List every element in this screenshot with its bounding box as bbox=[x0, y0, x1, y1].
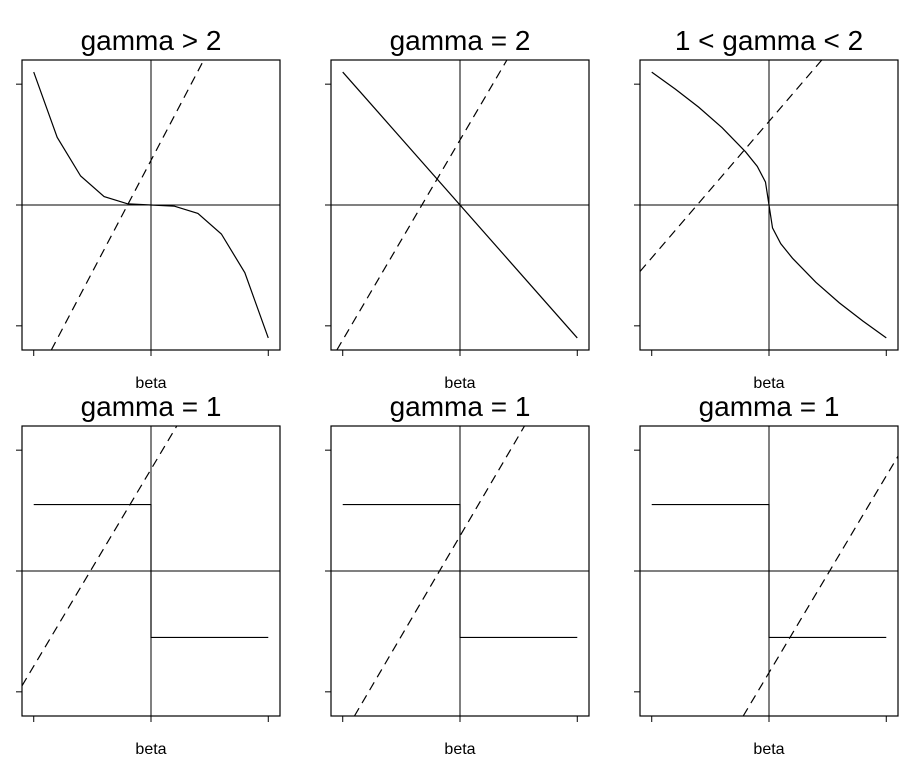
dashed-series-line bbox=[639, 59, 823, 272]
panel-title: gamma = 1 bbox=[390, 391, 531, 422]
panel-title: gamma = 2 bbox=[390, 25, 531, 56]
chart-panel-4: gamma = 1 beta bbox=[16, 391, 281, 758]
dashed-series-line bbox=[742, 455, 899, 717]
panel-title: gamma = 1 bbox=[699, 391, 840, 422]
solid-series-line bbox=[651, 503, 887, 639]
x-axis-label: beta bbox=[753, 741, 784, 758]
x-axis-label: beta bbox=[135, 375, 166, 392]
chart-panel-3: 1 < gamma < 2 beta bbox=[634, 25, 899, 392]
dashed-series-line bbox=[21, 425, 178, 687]
dashed-series-line bbox=[50, 59, 205, 351]
chart-panel-2: gamma = 2 beta bbox=[325, 25, 590, 392]
x-axis-label: beta bbox=[753, 375, 784, 392]
solid-series-line bbox=[651, 71, 887, 339]
solid-series-line bbox=[33, 71, 269, 339]
solid-series-line bbox=[342, 503, 578, 639]
panel-title: gamma = 1 bbox=[81, 391, 222, 422]
chart-panel-1: gamma > 2 beta bbox=[16, 25, 281, 392]
solid-series-line bbox=[342, 71, 578, 339]
chart-panel-5: gamma = 1 beta bbox=[325, 391, 590, 758]
panel-title: gamma > 2 bbox=[81, 25, 222, 56]
chart-panel-6: gamma = 1 beta bbox=[634, 391, 899, 758]
x-axis-label: beta bbox=[444, 375, 475, 392]
dashed-series-line bbox=[336, 59, 508, 351]
panel-title: 1 < gamma < 2 bbox=[675, 25, 863, 56]
dashed-series-line bbox=[353, 425, 526, 717]
x-axis-label: beta bbox=[135, 741, 166, 758]
solid-series-line bbox=[33, 503, 269, 639]
x-axis-label: beta bbox=[444, 741, 475, 758]
